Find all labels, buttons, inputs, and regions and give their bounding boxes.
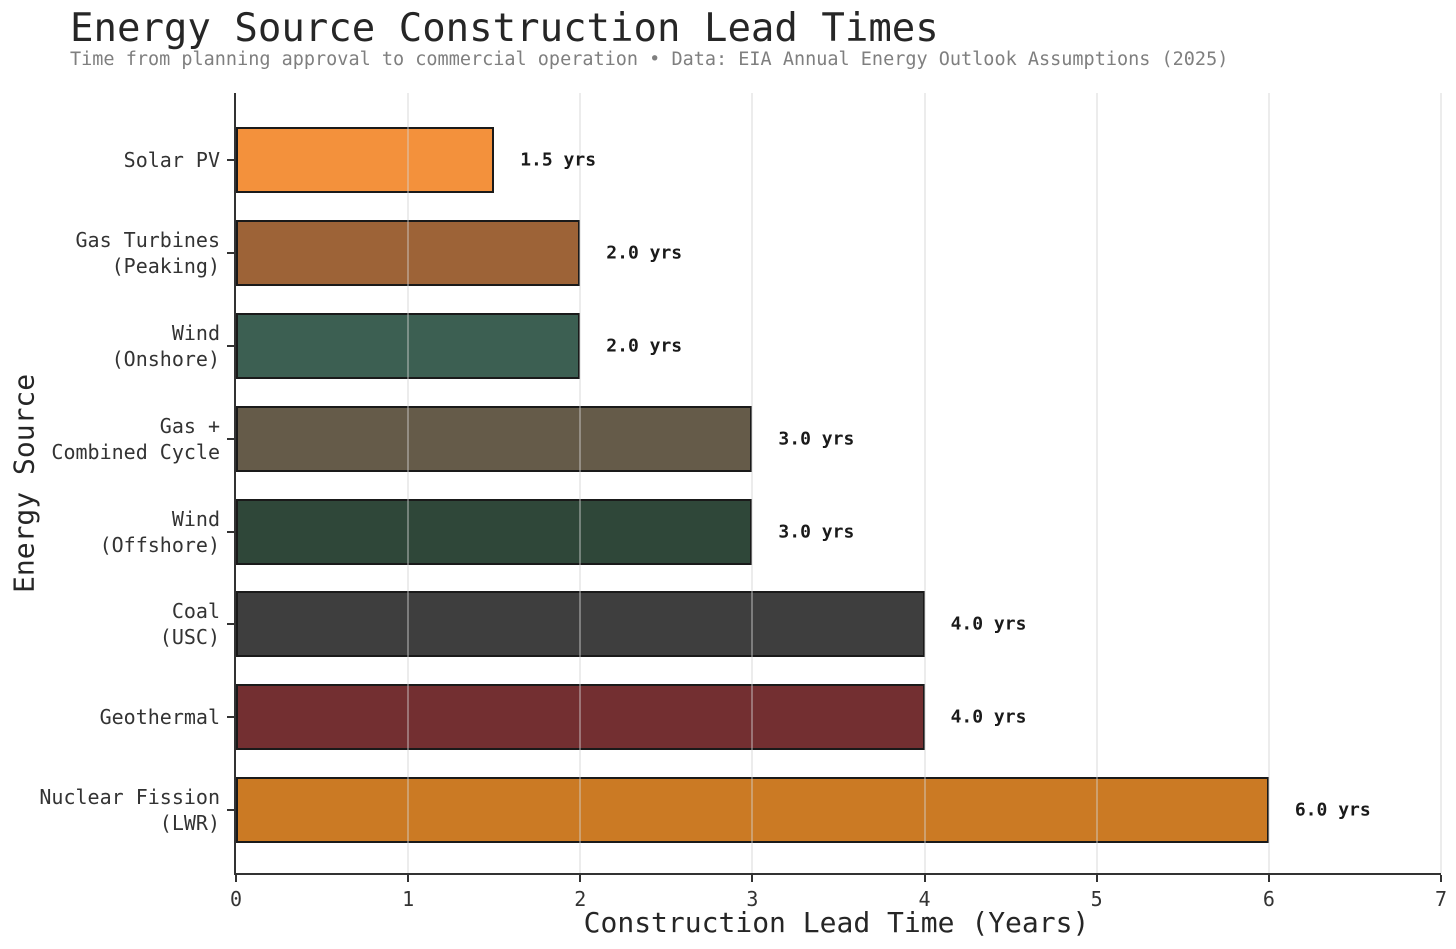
gridline-x-4 (924, 93, 926, 873)
gridline-x-3 (751, 93, 753, 873)
y-axis-title: Energy Source (7, 373, 41, 593)
x-tick-label-6: 6 (1262, 887, 1275, 911)
y-tick-mark-4 (227, 530, 234, 533)
y-tick-mark-7 (227, 808, 234, 811)
y-tick-mark-2 (227, 344, 234, 347)
gridline-x-7 (1440, 93, 1442, 873)
x-tick-mark-0 (235, 875, 237, 882)
x-tick-label-0: 0 (229, 887, 243, 911)
x-tick-label-1: 1 (402, 887, 415, 911)
value-label-3: 3.0 yrs (778, 428, 855, 450)
x-tick-mark-5 (1095, 875, 1098, 882)
x-tick-mark-2 (579, 875, 582, 882)
bar-4 (236, 498, 753, 565)
bar-row-7: Nuclear Fission (LWR) 6.0 yrs (39, 764, 1441, 857)
value-label-7: 6.0 yrs (1294, 799, 1371, 821)
value-label-2: 2.0 yrs (606, 335, 683, 357)
gridline-x-5 (1096, 93, 1098, 873)
y-tick-mark-5 (227, 623, 234, 626)
x-tick-label-5: 5 (1090, 887, 1103, 911)
bar-row-2: Wind (Onshore) 2.0 yrs (112, 300, 1441, 393)
bar-row-0: Solar PV 1.5 yrs (124, 114, 1441, 207)
category-label-5: Coal (USC) (159, 599, 220, 650)
chart-subtitle: Time from planning approval to commercia… (70, 49, 1229, 70)
x-tick-label-3: 3 (746, 887, 759, 911)
value-label-0: 1.5 yrs (520, 149, 597, 171)
category-label-3: Gas + Combined Cycle (51, 413, 220, 464)
value-label-4: 3.0 yrs (778, 521, 855, 543)
y-tick-mark-6 (227, 716, 234, 719)
y-tick-mark-3 (227, 437, 234, 440)
y-tick-mark-0 (227, 159, 234, 162)
bar-3 (236, 405, 753, 472)
chart-title: Energy Source Construction Lead Times (70, 6, 939, 51)
plot-area: 0 1 2 3 4 5 6 7 Solar PV 1.5 yrs Gas Turbines (Pea… (39, 93, 1447, 911)
category-label-7: Nuclear Fission (LWR) (39, 784, 220, 835)
value-label-1: 2.0 yrs (606, 242, 683, 264)
x-tick-label-7: 7 (1434, 887, 1448, 911)
y-tick-mark-1 (227, 252, 234, 255)
gridline-x-2 (579, 93, 581, 873)
bar-row-4: Wind (Offshore) 3.0 yrs (100, 485, 1441, 578)
x-axis-title: Construction Lead Time (Years) (583, 906, 1090, 939)
category-label-4: Wind (Offshore) (99, 506, 220, 557)
x-tick-mark-1 (407, 875, 410, 882)
bar-0 (236, 127, 495, 194)
gridline-x-6 (1268, 93, 1270, 873)
bar-row-3: Gas + Combined Cycle 3.0 yrs (51, 392, 1441, 485)
bar-row-6: Geothermal 4.0 yrs (100, 671, 1441, 764)
value-label-6: 4.0 yrs (950, 706, 1027, 728)
x-tick-mark-3 (751, 875, 754, 882)
gridline-x-1 (407, 93, 409, 873)
x-tick-mark-4 (923, 875, 926, 882)
x-tick-label-2: 2 (574, 887, 587, 911)
bar-row-1: Gas Turbines (Peaking) 2.0 yrs (76, 207, 1441, 300)
value-label-5: 4.0 yrs (950, 613, 1027, 635)
category-label-0: Solar PV (123, 148, 220, 173)
category-label-6: Geothermal (99, 705, 220, 730)
category-label-2: Wind (Onshore) (111, 320, 220, 371)
x-tick-mark-6 (1267, 875, 1270, 882)
x-tick-mark-7 (1440, 875, 1442, 882)
x-tick-label-4: 4 (918, 887, 931, 911)
category-label-1: Gas Turbines (Peaking) (75, 228, 221, 279)
bar-row-5: Coal (USC) 4.0 yrs (160, 578, 1441, 671)
